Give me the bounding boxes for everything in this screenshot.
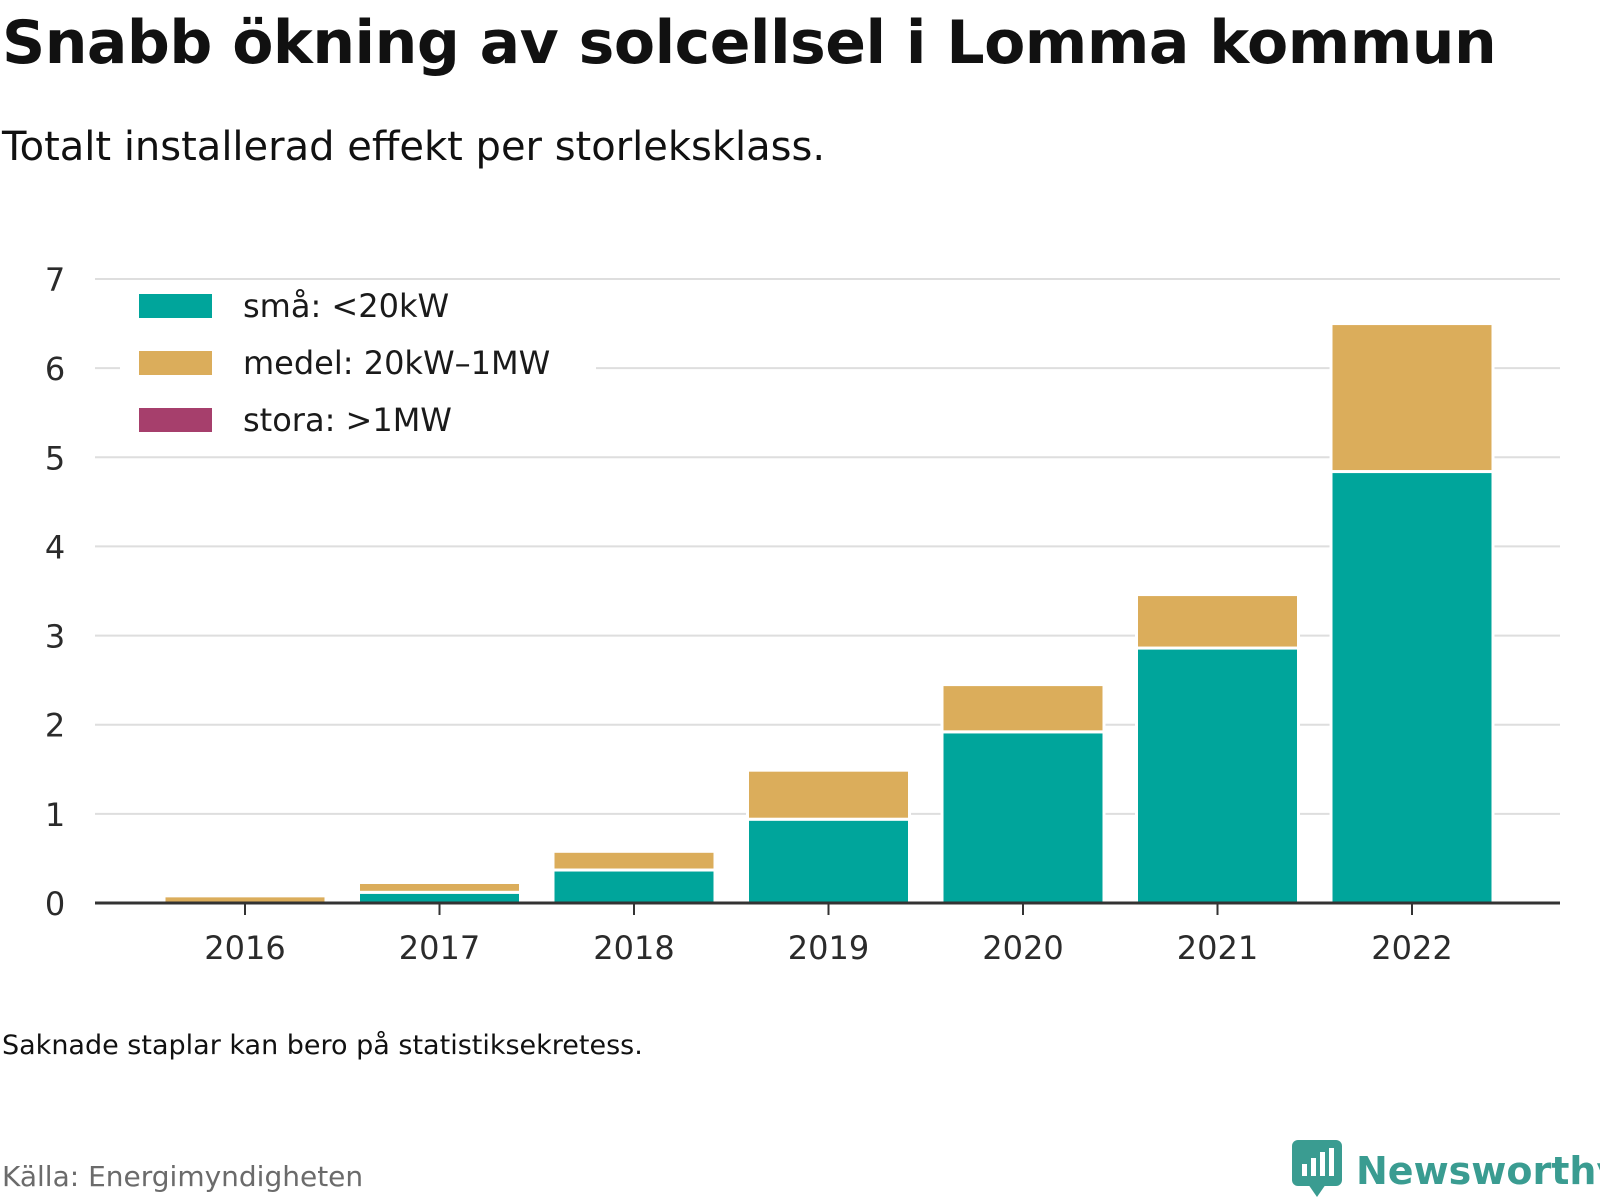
- bar-segment: [551, 868, 717, 905]
- x-tick-label: 2018: [593, 929, 674, 967]
- bar-segment: [746, 768, 911, 821]
- bar-segment: [746, 817, 911, 905]
- x-tick-label: 2016: [204, 929, 285, 967]
- chart-subtitle: Totalt installerad effekt per storlekskl…: [2, 124, 826, 170]
- y-tick-label: 4: [45, 528, 65, 566]
- bar-segment: [940, 730, 1106, 905]
- footnote: Saknade staplar kan bero på statistiksek…: [2, 1030, 643, 1061]
- x-tick-label: 2021: [1177, 929, 1258, 967]
- y-tick-label: 1: [45, 796, 65, 834]
- x-tick-label: 2020: [982, 929, 1063, 967]
- bar-segment: [1135, 593, 1300, 650]
- brand-logo[interactable]: Newsworthy: [1292, 1140, 1600, 1202]
- legend-swatch: [139, 351, 212, 375]
- y-tick-label: 3: [45, 618, 65, 656]
- legend-label: stora: >1MW: [243, 401, 452, 439]
- chart-title: Snabb ökning av solcellsel i Lomma kommu…: [2, 8, 1497, 78]
- y-tick-label: 6: [45, 350, 65, 388]
- bar-segment: [1135, 646, 1300, 905]
- y-tick-label: 5: [45, 439, 65, 477]
- stacked-bar-chart: 0 1 2 3 4 5 6 7 2016 2017 2018 2019 2020 2021 2022 små:…: [45, 261, 1560, 967]
- legend-swatch: [139, 294, 212, 318]
- y-tick-label: 7: [45, 261, 65, 299]
- source-label: Källa: Energimyndigheten: [2, 1160, 364, 1193]
- bar-segment: [1329, 322, 1495, 474]
- newsworthy-logo-icon: [1292, 1140, 1342, 1202]
- legend-label: små: <20kW: [243, 287, 449, 325]
- bar-segment: [357, 890, 522, 905]
- y-tick-label: 0: [45, 885, 65, 923]
- x-tick-label: 2019: [788, 929, 869, 967]
- bar-segment: [940, 683, 1106, 734]
- bar-segment: [1329, 470, 1495, 905]
- bar-segment: [357, 880, 522, 894]
- y-tick-label: 2: [45, 707, 65, 745]
- brand-name: Newsworthy: [1356, 1149, 1600, 1193]
- bar-segment: [551, 849, 717, 872]
- legend-swatch: [139, 408, 212, 432]
- x-tick-label: 2022: [1371, 929, 1452, 967]
- legend-label: medel: 20kW–1MW: [243, 344, 550, 382]
- x-tick-label: 2017: [399, 929, 480, 967]
